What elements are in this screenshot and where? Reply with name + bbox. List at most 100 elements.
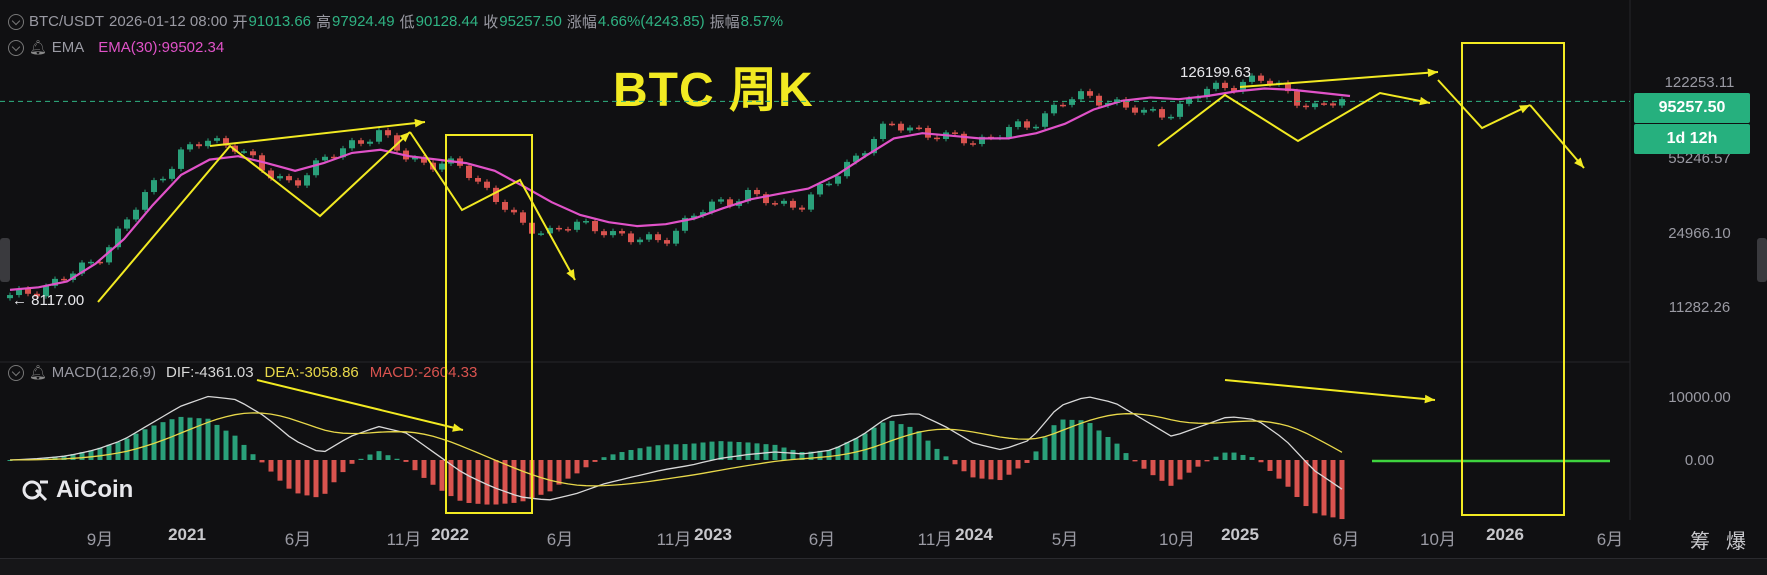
x-tick: 11月 [656,530,692,549]
candle-body [1285,82,1291,92]
collapse-icon[interactable] [8,13,24,30]
macd-histogram-bar [952,460,958,465]
candle-body [601,231,607,236]
macd-histogram-bar [169,419,175,460]
x-tick: 5月 [1051,530,1079,549]
macd-histogram-bar [268,460,274,472]
highlight-box [445,134,533,514]
macd-histogram-bar [1276,460,1282,479]
macd-histogram-bar [1303,460,1309,507]
low-label: ← 8117.00 [12,292,84,309]
macd-histogram-bar [619,452,625,460]
macd-histogram-bar [925,440,931,460]
macd-histogram-bar [448,460,454,497]
candle-body [916,127,922,130]
bell-icon[interactable]: 🔔︎ [29,39,47,55]
candle-body [250,151,256,156]
candle-body [115,228,121,248]
macd-histogram-bar [376,451,382,460]
candle-body [340,148,346,158]
candle-body [88,261,94,264]
macd-histogram-bar [1123,453,1129,460]
candle-body [880,123,886,139]
macd-histogram-bar [313,460,319,498]
candle-body [1141,109,1147,113]
macd-histogram-bar [520,460,526,502]
macd-histogram-bar [862,433,868,460]
macd-histogram-bar [628,449,634,460]
macd-histogram-bar [484,460,490,505]
candle-body [1033,126,1039,129]
macd-histogram-bar [673,444,679,460]
macd-histogram-bar [691,443,697,460]
macd-dif-line [9,395,1343,501]
candle-body [1123,99,1129,108]
macd-histogram-bar [898,424,904,460]
liquidation-tool-icon[interactable]: 爆 [1726,531,1746,553]
macd-histogram-bar [601,457,607,460]
candle-body [205,140,211,147]
macd-histogram-bar [511,460,517,503]
candle-body [151,180,157,193]
macd-histogram-bar [394,458,400,460]
collapse-icon[interactable] [8,39,24,56]
symbol[interactable]: BTC/USDT [29,13,104,30]
macd-histogram-bar [1141,460,1147,469]
macd-dea-line [9,412,1343,487]
candle-body [655,234,661,241]
macd-histogram-bar [1249,457,1255,460]
collapse-icon[interactable] [8,364,24,381]
candle-body [61,278,67,281]
chips-tool-icon[interactable]: 筹 [1690,531,1710,553]
bottom-toolbar [0,558,1767,575]
macd-histogram-bar [745,442,751,460]
candle-body [511,209,517,213]
macd-histogram-bar [1240,454,1246,460]
candle-body [610,231,616,236]
macd-histogram-bar [1033,451,1039,460]
change-label: 涨幅 [566,14,597,31]
macd-histogram-bar [97,447,103,460]
left-collapse-tab[interactable] [0,238,10,282]
candle-body [502,201,508,210]
ema-name[interactable]: EMA [51,39,85,56]
macd-histogram-bar [1168,460,1174,486]
bell-icon[interactable]: 🔔︎ [29,364,47,380]
candle-body [835,176,841,184]
candle-body [1267,80,1273,85]
highlight-box [1461,42,1565,516]
right-collapse-tab[interactable] [1757,238,1767,282]
candle-body [1006,127,1012,138]
macd-histogram-bar [403,460,409,462]
macd-histogram-bar [736,442,742,460]
macd-histogram-bar [493,460,499,505]
candle-body [1051,104,1057,114]
macd-histogram-bar [52,456,58,460]
candle-body [484,181,490,188]
macd-histogram-bar [1267,460,1273,471]
candle-body [898,123,904,131]
macd-name[interactable]: MACD(12,26,9) [51,364,156,381]
trend-arrow-head [414,118,425,128]
candle-body [493,187,499,202]
macd-histogram-bar [1177,460,1183,480]
macd-divergence-arrow [1224,379,1436,401]
macd-histogram-bar [430,460,436,485]
candle-body [763,194,769,204]
macd-histogram-bar [727,441,733,460]
macd-value: MACD:-2604.33 [369,364,478,381]
macd-histogram-bar [781,447,787,460]
candle-body [907,127,913,131]
x-tick: 6月 [546,530,574,549]
macd-histogram-bar [475,460,481,504]
macd-histogram-bar [331,460,337,483]
candle-body [781,200,787,204]
candle-body [322,156,328,161]
macd-histogram-bar [304,460,310,496]
macd-histogram-bar [79,452,85,460]
candle-body [214,138,220,141]
macd-histogram-bar [610,454,616,460]
candle-body [682,217,688,231]
